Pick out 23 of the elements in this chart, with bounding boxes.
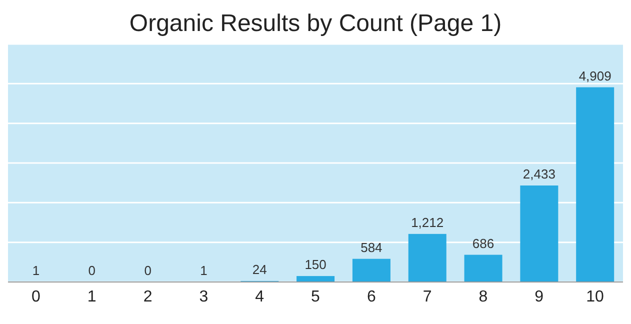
x-tick-label: 3 bbox=[199, 288, 208, 306]
x-tick-label: 9 bbox=[534, 288, 544, 306]
data-label: 24 bbox=[252, 262, 267, 278]
data-label: 1 bbox=[32, 262, 40, 278]
x-tick-label: 2 bbox=[143, 288, 152, 306]
x-tick-label: 8 bbox=[478, 288, 488, 306]
data-label: 584 bbox=[360, 240, 382, 255]
data-label: 0 bbox=[144, 263, 152, 278]
data-label: 150 bbox=[304, 257, 326, 272]
data-label: 1 bbox=[200, 262, 208, 278]
x-tick-label: 7 bbox=[422, 288, 432, 306]
data-label: 686 bbox=[472, 236, 494, 251]
data-label: 2,433 bbox=[522, 166, 556, 182]
data-label: 4,909 bbox=[578, 68, 612, 84]
x-tick-label: 4 bbox=[255, 288, 264, 306]
data-label: 0 bbox=[88, 263, 96, 278]
x-tick-label: 5 bbox=[311, 288, 320, 306]
x-tick-label: 0 bbox=[32, 288, 40, 306]
data-label: 1,212 bbox=[411, 214, 444, 230]
x-tick-label: 10 bbox=[586, 288, 604, 306]
x-tick-label: 6 bbox=[366, 288, 376, 306]
x-tick-label: 1 bbox=[87, 288, 96, 306]
chart-title: Organic Results by Count (Page 1) bbox=[128, 9, 503, 39]
